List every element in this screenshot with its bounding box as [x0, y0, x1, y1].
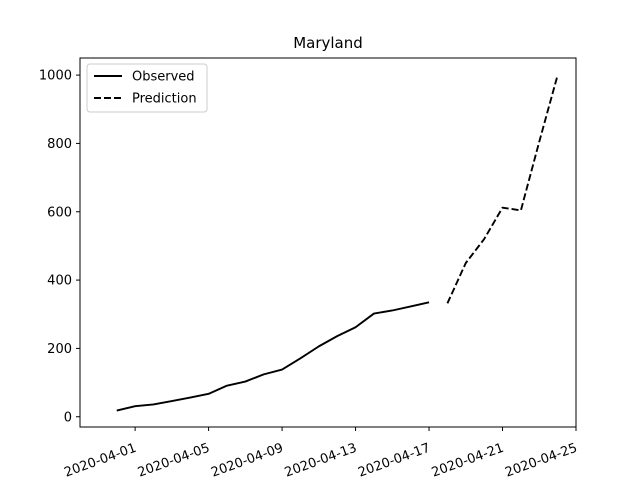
y-tick-label: 1000	[39, 69, 72, 84]
axes-frame	[79, 57, 577, 428]
legend-label-observed: Observed	[132, 70, 195, 85]
legend: Observed Prediction	[86, 63, 208, 113]
y-tick-label: 800	[47, 137, 72, 152]
series-layer	[116, 74, 559, 412]
series-line-observed	[116, 301, 430, 412]
y-tick-label: 400	[47, 274, 72, 289]
y-tick-label: 0	[64, 410, 72, 425]
y-tick-label: 200	[47, 342, 72, 357]
y-tick-label: 600	[47, 205, 72, 220]
chart-title: Maryland	[293, 34, 363, 52]
legend-label-prediction: Prediction	[132, 92, 197, 107]
